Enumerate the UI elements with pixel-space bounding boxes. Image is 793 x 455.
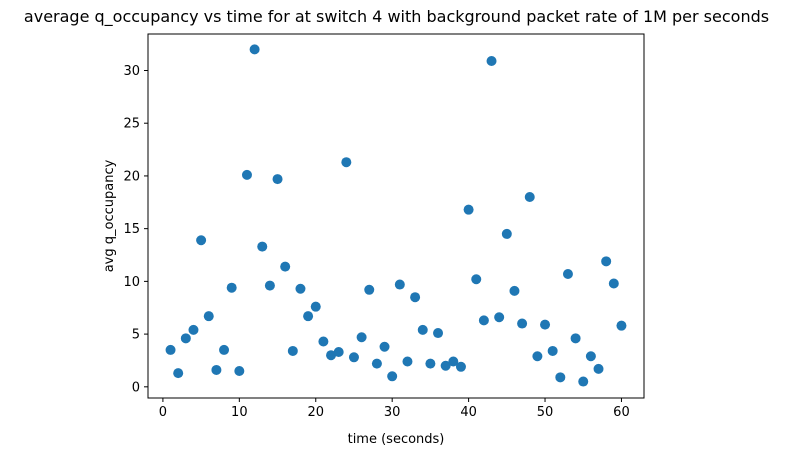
data-point (264, 280, 275, 291)
data-point (501, 228, 512, 239)
data-point (486, 55, 497, 66)
data-point (165, 344, 176, 355)
data-point (562, 268, 573, 279)
data-point (241, 169, 252, 180)
data-point (326, 350, 337, 361)
data-point (417, 324, 428, 335)
data-point (348, 352, 359, 363)
data-point (616, 320, 627, 331)
data-point (570, 333, 581, 344)
data-point (517, 318, 528, 329)
y-tick-label: 10 (123, 275, 140, 290)
x-axis: 0 10 20 30 40 50 60 (159, 398, 630, 420)
y-axis: 0 5 10 15 20 25 30 (123, 64, 148, 395)
data-point (371, 358, 382, 369)
data-point (188, 324, 199, 335)
data-point (310, 301, 321, 312)
data-point (333, 347, 344, 358)
y-axis-label: avg q_occupancy (102, 159, 117, 272)
data-point (318, 336, 329, 347)
y-tick-label: 15 (123, 222, 140, 237)
chart-title: average q_occupancy vs time for at switc… (23, 7, 770, 26)
data-point (524, 192, 535, 203)
x-tick-label: 30 (384, 405, 401, 420)
y-tick-label: 0 (132, 380, 140, 395)
data-point (341, 157, 352, 168)
data-point (173, 368, 184, 379)
data-point (410, 292, 421, 303)
data-point (257, 241, 268, 252)
data-point (440, 360, 451, 371)
data-point (402, 356, 413, 367)
data-point (455, 361, 466, 372)
data-points (165, 44, 627, 387)
data-point (272, 174, 283, 185)
data-point (356, 332, 367, 343)
y-tick-label: 5 (132, 328, 140, 343)
data-point (601, 256, 612, 267)
data-point (234, 366, 245, 377)
data-point (196, 235, 207, 246)
data-point (448, 356, 459, 367)
data-point (555, 372, 566, 383)
data-point (608, 278, 619, 289)
data-point (478, 315, 489, 326)
data-point (211, 364, 222, 375)
data-point (578, 376, 589, 387)
data-point (585, 351, 596, 362)
data-point (364, 284, 375, 295)
data-point (471, 274, 482, 285)
data-point (226, 282, 237, 293)
data-point (532, 351, 543, 362)
data-point (379, 341, 390, 352)
x-axis-label: time (seconds) (348, 432, 445, 447)
data-point (394, 279, 405, 290)
data-point (287, 345, 298, 356)
data-point (249, 44, 260, 55)
y-tick-label: 25 (123, 117, 140, 132)
plot-area (147, 33, 645, 399)
x-tick-label: 10 (231, 405, 248, 420)
x-tick-label: 40 (460, 405, 477, 420)
data-point (494, 312, 505, 323)
y-tick-label: 30 (123, 64, 140, 79)
data-point (593, 363, 604, 374)
x-tick-label: 50 (537, 405, 554, 420)
data-point (280, 261, 291, 272)
data-point (463, 204, 474, 215)
data-point (219, 344, 230, 355)
data-point (180, 333, 191, 344)
data-point (433, 328, 444, 339)
data-point (295, 283, 306, 294)
x-tick-label: 60 (613, 405, 630, 420)
data-point (540, 319, 551, 330)
data-point (203, 311, 214, 322)
y-tick-label: 20 (123, 169, 140, 184)
data-point (547, 345, 558, 356)
x-tick-label: 20 (307, 405, 324, 420)
data-point (509, 285, 520, 296)
x-tick-label: 0 (159, 405, 167, 420)
data-point (425, 358, 436, 369)
data-point (303, 311, 314, 322)
data-point (387, 371, 398, 382)
